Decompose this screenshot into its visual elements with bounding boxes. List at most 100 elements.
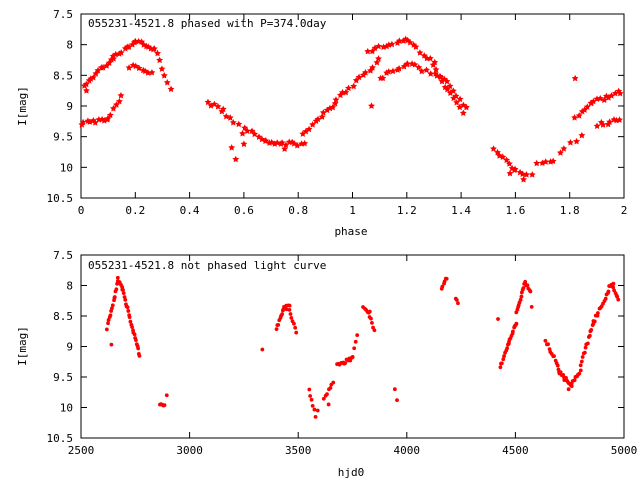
data-point [453,98,461,106]
data-point [121,287,125,292]
x-tick-label: 1.6 [505,204,525,217]
data-point [87,75,95,82]
data-point [163,78,171,86]
data-point [503,156,511,164]
data-point [207,102,215,109]
data-point [418,67,426,75]
data-point [115,50,123,57]
data-point [109,342,114,347]
x-tick-label: 1.2 [397,204,417,217]
data-point [528,171,536,178]
phased-y-axis-label: I[mag] [16,86,29,126]
data-point [312,407,317,412]
data-point [204,98,212,106]
data-point [345,84,352,92]
data-point [312,117,320,124]
data-point [130,325,134,329]
data-point [456,103,464,111]
data-point [91,119,99,126]
data-point [569,384,574,389]
data-point [411,61,419,68]
data-point [440,284,445,289]
data-point [379,74,387,82]
y-tick-label: 9 [66,341,73,354]
data-point [415,63,423,71]
y-tick-label: 8.5 [53,310,73,323]
data-point [611,281,616,286]
data-point [552,354,556,358]
data-point [127,315,132,320]
data-point [395,64,403,72]
data-point [587,99,595,107]
data-point [313,414,318,419]
data-point [293,141,301,149]
data-point [615,294,620,299]
data-point [372,328,377,333]
x-tick-label: 5000 [611,444,638,457]
data-point [288,312,293,316]
data-point [343,361,348,366]
data-point [321,396,326,401]
data-point [400,63,408,70]
data-point [499,361,504,366]
data-point [110,55,118,62]
data-point [392,387,397,392]
data-point [325,392,329,396]
data-point [368,47,376,55]
data-point [302,127,310,135]
data-point [164,393,169,398]
data-point [309,397,314,402]
y-tick-label: 10.5 [47,432,74,445]
data-point [326,402,331,407]
data-point [558,370,563,375]
data-point [248,127,256,134]
data-point [156,56,164,64]
unphased-chart-title: 055231-4521.8 not phased light curve [88,259,326,272]
data-point [310,403,315,408]
data-point [235,120,243,128]
data-point [375,55,382,62]
data-point [108,313,113,318]
data-point [128,319,133,324]
data-point [496,317,500,321]
x-tick-label: 0.6 [234,204,254,217]
data-point [514,321,519,326]
data-point [355,333,360,338]
data-point [456,95,464,103]
data-point [134,338,138,343]
data-point [109,52,117,60]
data-point [154,49,161,57]
data-point [370,320,374,325]
data-point [218,107,226,115]
data-point [616,297,621,302]
data-point [214,103,222,110]
data-point [579,359,584,364]
data-point [284,303,289,308]
data-point [388,40,396,48]
data-point [443,77,451,85]
plot-frame [80,254,625,439]
data-point [243,127,251,134]
data-point [121,291,126,296]
data-point [412,43,420,50]
data-point [353,339,358,344]
data-point [506,341,511,346]
data-point [608,92,615,99]
data-point [611,285,616,290]
y-tick-label: 7.5 [53,8,73,21]
phased-chart-title: 055231-4521.8 phased with P=374.0day [88,17,327,30]
data-point [332,96,340,103]
data-point [585,341,590,346]
data-point [506,169,514,177]
data-point [572,378,577,383]
data-point [131,38,138,46]
y-tick-label: 9 [66,100,73,113]
data-point [369,63,376,71]
data-point [167,85,175,93]
data-point [369,316,373,321]
x-tick-label: 1.4 [451,204,471,217]
data-point [137,354,142,358]
data-point [125,43,133,50]
data-point [385,68,393,75]
